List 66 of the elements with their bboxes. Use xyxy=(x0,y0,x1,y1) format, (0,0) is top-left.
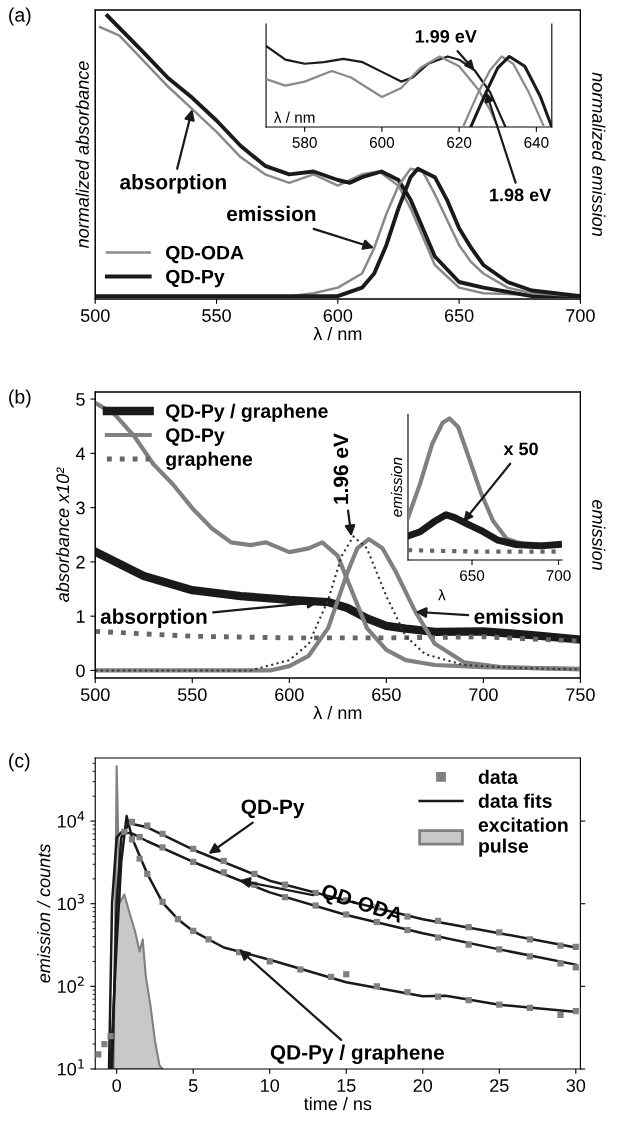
x-tick-label: 620 xyxy=(447,137,472,148)
legend-label: QD-Py xyxy=(166,428,225,446)
x-tick-label: 30 xyxy=(566,1079,586,1092)
x-tick-label: 650 xyxy=(444,309,474,322)
legend-label: QD-ODA xyxy=(166,245,244,264)
x-axis-title: λ / nm xyxy=(273,111,315,123)
annotation: emission xyxy=(474,608,563,624)
y-tick-label: 10$^{1}$ xyxy=(58,1059,84,1076)
x-axis-title: λ xyxy=(438,589,446,601)
x-tick-label: 5 xyxy=(188,1079,198,1092)
y-axis-title: absorbance x10² xyxy=(55,467,70,602)
x-tick-label: 0 xyxy=(112,1079,121,1092)
y-tick-label: 0 xyxy=(76,664,85,678)
y-axis-title: emission / counts xyxy=(37,844,51,983)
x-tick-label: 10 xyxy=(261,1079,280,1092)
legend-label: data fits xyxy=(478,793,552,808)
x-axis-title: λ / nm xyxy=(313,326,362,341)
annotation: 1.99 eV xyxy=(415,29,477,43)
legend-label: excitation pulse xyxy=(478,817,568,857)
x-tick-label: 25 xyxy=(490,1079,509,1092)
x-tick-label: 550 xyxy=(202,309,231,322)
y2-axis-title: normalized emission xyxy=(592,72,606,236)
y-tick-label: 1 xyxy=(76,610,85,623)
annotation: emission xyxy=(227,205,316,222)
annotation: x 50 xyxy=(503,442,538,456)
x-tick-label: 600 xyxy=(369,137,395,148)
x-tick-label: 500 xyxy=(80,688,110,702)
annotation: 1.96 eV xyxy=(333,433,349,504)
x-tick-label: 550 xyxy=(177,688,207,702)
x-tick-label: 640 xyxy=(524,137,549,148)
x-tick-label: 750 xyxy=(566,688,595,702)
annotation: absorption xyxy=(100,608,207,629)
y-tick-label: 10$^{3}$ xyxy=(58,893,84,911)
x-tick-label: 20 xyxy=(413,1079,433,1092)
annotation: QD-Py xyxy=(241,799,305,819)
y-tick-label: 2 xyxy=(76,555,85,569)
legend-label: QD-Py / graphene xyxy=(166,403,328,422)
text: (c) xyxy=(9,753,30,772)
x-tick-label: 580 xyxy=(292,137,317,148)
legend-label: graphene xyxy=(166,451,253,470)
x-tick-label: 700 xyxy=(546,570,571,581)
y-tick-label: 5 xyxy=(76,393,85,406)
x-tick-label: 700 xyxy=(566,309,595,322)
text: (a) xyxy=(9,7,31,26)
y-tick-label: 4 xyxy=(75,447,85,460)
annotation: QD-Py / graphene xyxy=(270,1044,444,1065)
annotation: absorption xyxy=(120,174,226,194)
x-axis-title: λ / nm xyxy=(313,705,362,720)
x-tick-label: 650 xyxy=(372,688,401,702)
legend-label: data xyxy=(478,769,519,784)
y-tick-label: 10$^{2}$ xyxy=(58,976,84,993)
text: (b) xyxy=(9,389,31,408)
x-tick-label: 15 xyxy=(337,1079,356,1092)
y-axis-title: normalized absorbance xyxy=(75,61,89,249)
y2-axis-title: emission xyxy=(592,500,606,570)
x-tick-label: 700 xyxy=(469,688,498,702)
x-tick-label: 650 xyxy=(460,570,485,581)
x-tick-label: 600 xyxy=(323,309,353,322)
x-axis-title: time / ns xyxy=(303,1096,372,1111)
y-tick-label: 3 xyxy=(76,501,85,515)
legend-label: QD-Py xyxy=(166,269,225,288)
annotation: 1.98 eV xyxy=(490,188,552,202)
y-axis-title: emission xyxy=(390,457,403,517)
x-tick-label: 600 xyxy=(275,688,304,702)
y-tick-label: 10$^{4}$ xyxy=(58,811,85,828)
x-tick-label: 500 xyxy=(80,309,110,322)
